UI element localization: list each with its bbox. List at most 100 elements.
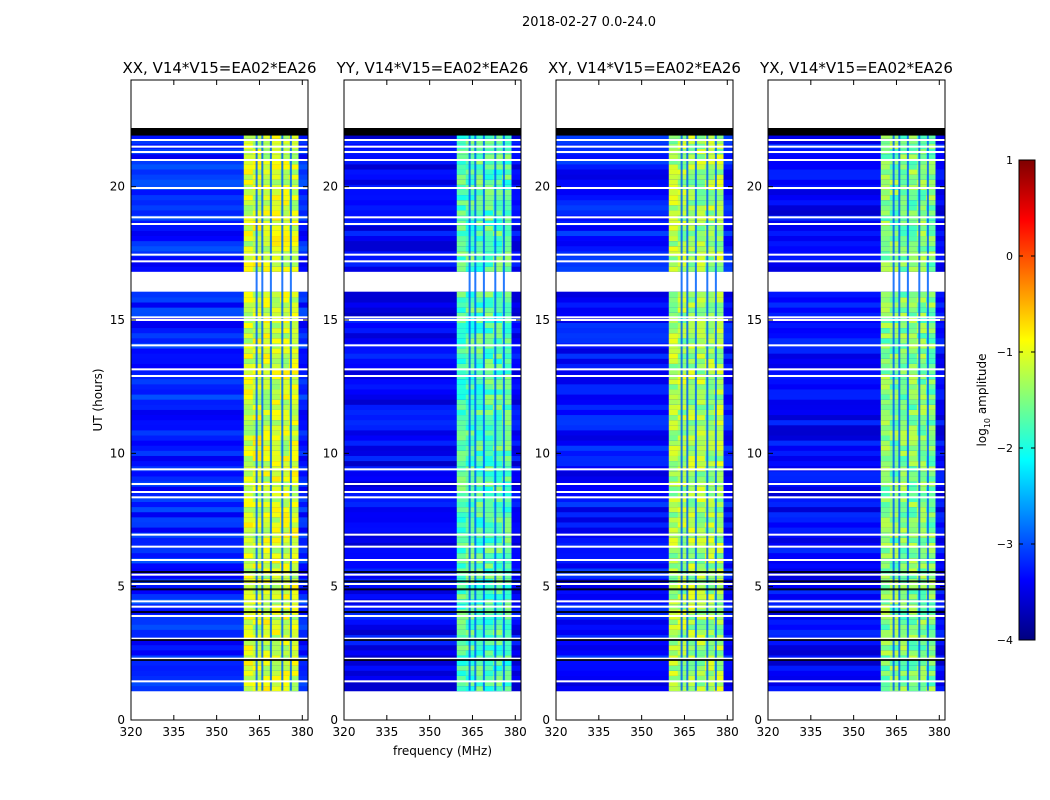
heatmap-cell	[483, 312, 494, 318]
heatmap-cell	[907, 332, 918, 339]
heatmap-cell	[898, 460, 909, 467]
heatmap-cell	[243, 680, 254, 687]
heatmap-cell	[880, 358, 891, 364]
heatmap-cell	[916, 255, 927, 262]
y-tick-label: 0	[754, 713, 762, 727]
heatmap-cell	[483, 445, 494, 451]
heatmap-cell	[695, 158, 706, 165]
heatmap-cell	[668, 629, 679, 635]
flag-line	[131, 468, 308, 471]
heatmap-cell	[713, 383, 724, 390]
heatmap-cell	[270, 470, 281, 477]
heatmap-cell	[288, 460, 299, 467]
heatmap-cell	[695, 291, 706, 298]
heatmap-cell	[686, 521, 697, 528]
heatmap-cell	[916, 496, 927, 503]
heatmap-cell	[668, 552, 679, 559]
heatmap-cell	[261, 235, 272, 242]
heatmap-cell	[907, 235, 918, 242]
heatmap-cell	[456, 675, 467, 682]
heatmap-cell	[474, 501, 485, 508]
heatmap-cell	[695, 245, 706, 252]
heatmap-cell	[288, 434, 299, 441]
heatmap-cell	[695, 194, 706, 201]
heatmap-row	[556, 388, 733, 395]
heatmap-cell	[270, 163, 281, 170]
heatmap-cell	[492, 153, 503, 160]
heatmap-cell	[907, 455, 918, 462]
heatmap-cell	[261, 434, 272, 441]
heatmap-cell	[880, 296, 891, 303]
heatmap-cell	[474, 521, 485, 528]
heatmap-cell	[279, 255, 290, 262]
heatmap-row	[556, 639, 733, 646]
heatmap-cell	[704, 235, 715, 242]
heatmap-cell	[501, 516, 512, 523]
heatmap-cell	[270, 322, 281, 329]
heatmap-cell	[243, 470, 254, 477]
heatmap-cell	[270, 353, 281, 359]
heatmap-cell	[686, 629, 697, 635]
heatmap-cell	[916, 163, 927, 170]
heatmap-cell	[483, 404, 494, 410]
heatmap-row	[344, 322, 521, 329]
heatmap-cell	[243, 521, 254, 528]
heatmap-row	[768, 301, 945, 308]
y-tick-label: 15	[323, 313, 338, 327]
y-tick-label: 0	[117, 713, 125, 727]
heatmap-cell	[474, 542, 485, 549]
heatmap-cell	[492, 593, 503, 600]
heatmap-cell	[880, 174, 891, 180]
heatmap-cell	[686, 209, 697, 216]
heatmap-cell	[501, 378, 512, 385]
heatmap-cell	[456, 153, 467, 160]
heatmap-cell	[261, 470, 272, 477]
flag-line	[131, 657, 308, 660]
heatmap-row	[344, 240, 521, 247]
heatmap-cell	[907, 189, 918, 196]
heatmap-cell	[916, 358, 927, 364]
heatmap-cell	[492, 445, 503, 451]
heatmap-row	[556, 399, 733, 405]
heatmap-cell	[668, 199, 679, 206]
heatmap-cell	[288, 260, 299, 267]
heatmap-cell	[288, 424, 299, 431]
flag-line	[556, 573, 733, 576]
heatmap-row	[556, 220, 733, 226]
heatmap-cell	[261, 516, 272, 523]
heatmap-cell	[880, 526, 891, 533]
heatmap-cell	[243, 358, 254, 364]
heatmap-cell	[288, 266, 299, 272]
heatmap-cell	[880, 470, 891, 477]
heatmap-cell	[270, 245, 281, 252]
heatmap-row	[768, 363, 945, 370]
heatmap-cell	[916, 235, 927, 242]
heatmap-cell	[668, 424, 679, 431]
heatmap-cell	[456, 307, 467, 313]
heatmap-cell	[243, 250, 254, 257]
heatmap-cell	[880, 460, 891, 467]
heatmap-cell	[483, 552, 494, 559]
heatmap-cell	[704, 486, 715, 492]
heatmap-cell	[492, 414, 503, 421]
heatmap-cell	[456, 659, 467, 666]
heatmap-cell	[483, 511, 494, 518]
heatmap-row	[556, 460, 733, 467]
heatmap-cell	[713, 434, 724, 441]
heatmap-cell	[261, 163, 272, 170]
heatmap-cell	[492, 235, 503, 242]
heatmap-cell	[456, 358, 467, 364]
heatmap-cell	[898, 455, 909, 462]
heatmap-cell	[695, 168, 706, 175]
heatmap-cell	[686, 496, 697, 503]
heatmap-cell	[474, 414, 485, 421]
heatmap-cell	[907, 388, 918, 395]
heatmap-cell	[288, 189, 299, 196]
heatmap-cell	[501, 659, 512, 666]
heatmap-cell	[456, 347, 467, 354]
heatmap-row	[768, 537, 945, 543]
heatmap-cell	[880, 230, 891, 237]
heatmap-cell	[474, 506, 485, 513]
heatmap-cell	[279, 644, 290, 651]
heatmap-row	[131, 460, 308, 467]
